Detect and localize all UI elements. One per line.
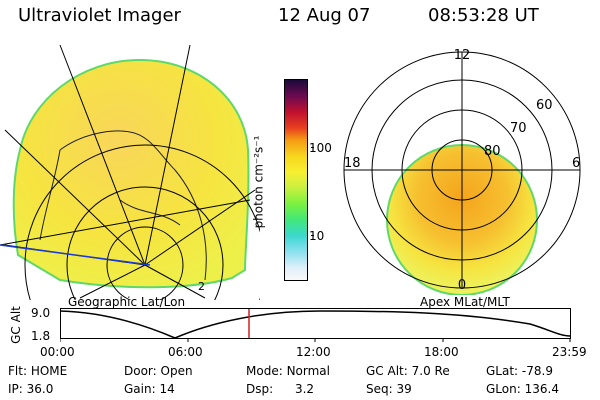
info-glon: GLon: 136.4 — [486, 382, 559, 396]
colorbar-tick-mark — [311, 235, 314, 236]
colorbar-tick-mark — [311, 147, 314, 148]
polar-map: 12 18 6 0 60 70 80 — [343, 48, 581, 295]
altitude-ytick-max: 9.0 — [31, 306, 51, 320]
colorbar — [284, 79, 308, 281]
date-label: 12 Aug 07 — [278, 5, 371, 26]
info-seq: Seq: 39 — [366, 382, 412, 396]
geographic-map: 2 — [0, 44, 260, 300]
altitude-xtick-2359: 23:59 — [552, 345, 587, 359]
continent-outline — [39, 130, 207, 281]
info-ip: IP: 36.0 — [8, 382, 54, 396]
apex-label: Apex MLat/MLT — [420, 295, 510, 309]
info-mode: Mode: Normal — [246, 364, 330, 378]
altitude-xtick-1200: 12:00 — [296, 345, 331, 359]
mlt-label-18: 18 — [344, 156, 361, 171]
altitude-ytick-min: 1.8 — [31, 329, 51, 343]
colorbar-unit-label: photon cm⁻²s⁻¹ — [251, 135, 266, 229]
info-door: Door: Open — [124, 364, 193, 378]
altitude-ylabel: GC Alt — [8, 306, 23, 344]
colorbar-tick-100: 100 — [309, 141, 332, 155]
time-label: 08:53:28 UT — [428, 5, 539, 26]
mlt-label-0: 0 — [458, 278, 466, 293]
colorbar-tick-10: 10 — [309, 229, 325, 243]
lat-label-80: 80 — [484, 144, 501, 159]
mlt-label-6: 6 — [572, 156, 580, 171]
lat-label-60: 60 — [536, 98, 553, 113]
info-gc-alt: GC Alt: 7.0 Re — [366, 364, 450, 378]
geographic-label: Geographic Lat/Lon — [68, 295, 186, 309]
aurora-image-left — [12, 58, 250, 289]
instrument-title: Ultraviolet Imager — [18, 5, 181, 26]
info-glat: GLat: -78.9 — [486, 364, 553, 378]
altitude-curve — [60, 310, 571, 339]
mlt-label-12: 12 — [454, 48, 471, 63]
lat-label-70: 70 — [510, 121, 527, 136]
map-corner-text: 2 — [198, 280, 205, 293]
info-dsp: Dsp: 3.2 — [246, 382, 315, 396]
altitude-xtick-0600: 06:00 — [168, 345, 203, 359]
info-flt: Flt: HOME — [8, 364, 68, 378]
info-gain: Gain: 14 — [124, 382, 175, 396]
altitude-xtick-1800: 18:00 — [424, 345, 459, 359]
altitude-plot — [60, 308, 571, 342]
altitude-xtick-0000: 00:00 — [40, 345, 75, 359]
